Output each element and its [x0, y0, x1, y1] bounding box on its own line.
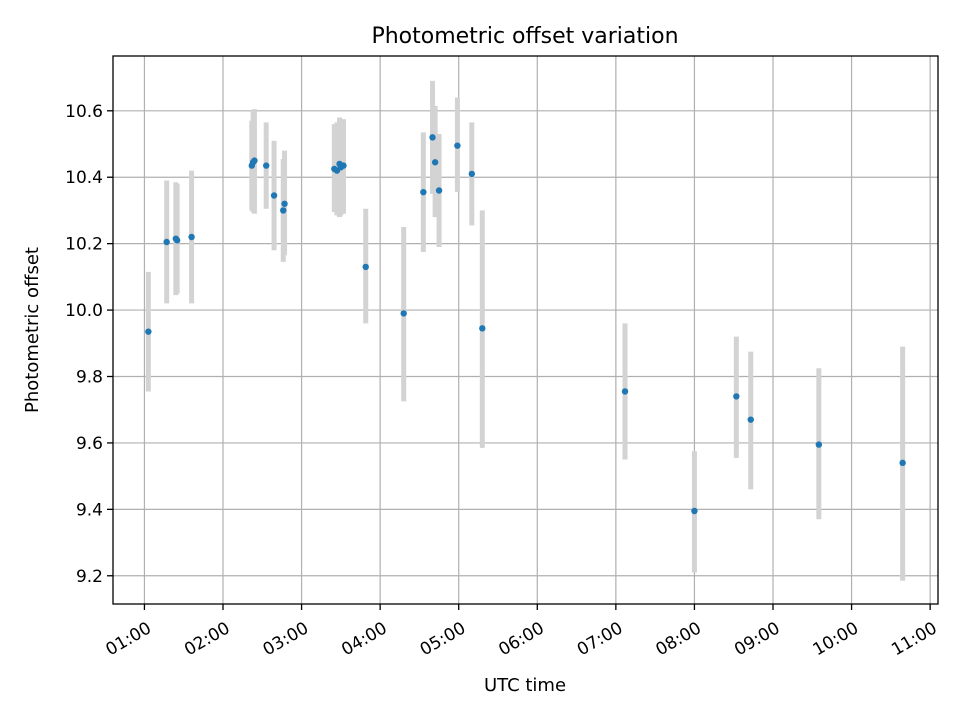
y-tick-label: 10.0 [65, 301, 103, 321]
y-tick-label: 9.4 [76, 500, 103, 520]
data-point [479, 325, 486, 332]
data-point [251, 157, 258, 164]
data-point [431, 159, 439, 166]
y-axis-label: Photometric offset [22, 247, 43, 413]
data-point [340, 162, 347, 169]
data-point [263, 162, 270, 169]
data-point [435, 187, 443, 194]
data-point [280, 207, 287, 214]
y-tick-label: 10.4 [65, 168, 103, 188]
data-point [188, 233, 195, 241]
x-tick-label: 02:00 [181, 618, 233, 660]
data-point [429, 134, 436, 141]
data-point [281, 200, 288, 207]
grid-lines [113, 56, 938, 604]
y-tick-label: 10.6 [65, 102, 103, 122]
data-point [163, 238, 170, 246]
x-tick-label: 09:00 [731, 618, 783, 660]
data-point [173, 237, 181, 244]
y-tick-label: 9.2 [76, 567, 103, 587]
data-point [815, 441, 823, 448]
x-tick-label: 11:00 [888, 618, 940, 660]
y-tick-label: 10.2 [65, 235, 103, 255]
data-point [362, 263, 369, 271]
x-tick-label: 05:00 [417, 618, 469, 660]
x-tick-label: 07:00 [574, 618, 626, 660]
x-tick-label: 03:00 [260, 618, 312, 660]
x-tick-label: 10:00 [810, 618, 862, 660]
data-point [454, 142, 461, 149]
x-tick-labels: 01:00 02:00 03:00 04:00 05:00 06:00 07:00 08:00… [102, 618, 940, 660]
x-tick-label: 08:00 [652, 618, 704, 660]
y-tick-label: 9.8 [76, 367, 103, 387]
y-tick-label: 9.6 [76, 434, 103, 454]
data-point [145, 328, 152, 335]
data-points [145, 134, 906, 515]
x-tick-label: 04:00 [338, 618, 390, 660]
plot-frame [112, 55, 939, 605]
data-point [899, 459, 906, 467]
error-bars [145, 80, 906, 581]
x-tick-label: 06:00 [495, 618, 547, 660]
data-point [691, 507, 698, 515]
data-point [400, 310, 407, 317]
data-point [468, 170, 476, 178]
y-tick-labels: 9.2 9.4 9.6 9.8 10.0 10.2 10.4 10.6 [65, 102, 103, 587]
tick-marks [107, 110, 931, 610]
data-point [270, 192, 278, 199]
data-point [733, 393, 740, 400]
data-point [420, 188, 427, 196]
x-axis-label: UTC time [484, 675, 566, 696]
x-tick-label: 01:00 [102, 618, 154, 660]
data-point [621, 388, 629, 395]
chart-title: Photometric offset variation [371, 24, 678, 49]
data-point [747, 416, 754, 423]
